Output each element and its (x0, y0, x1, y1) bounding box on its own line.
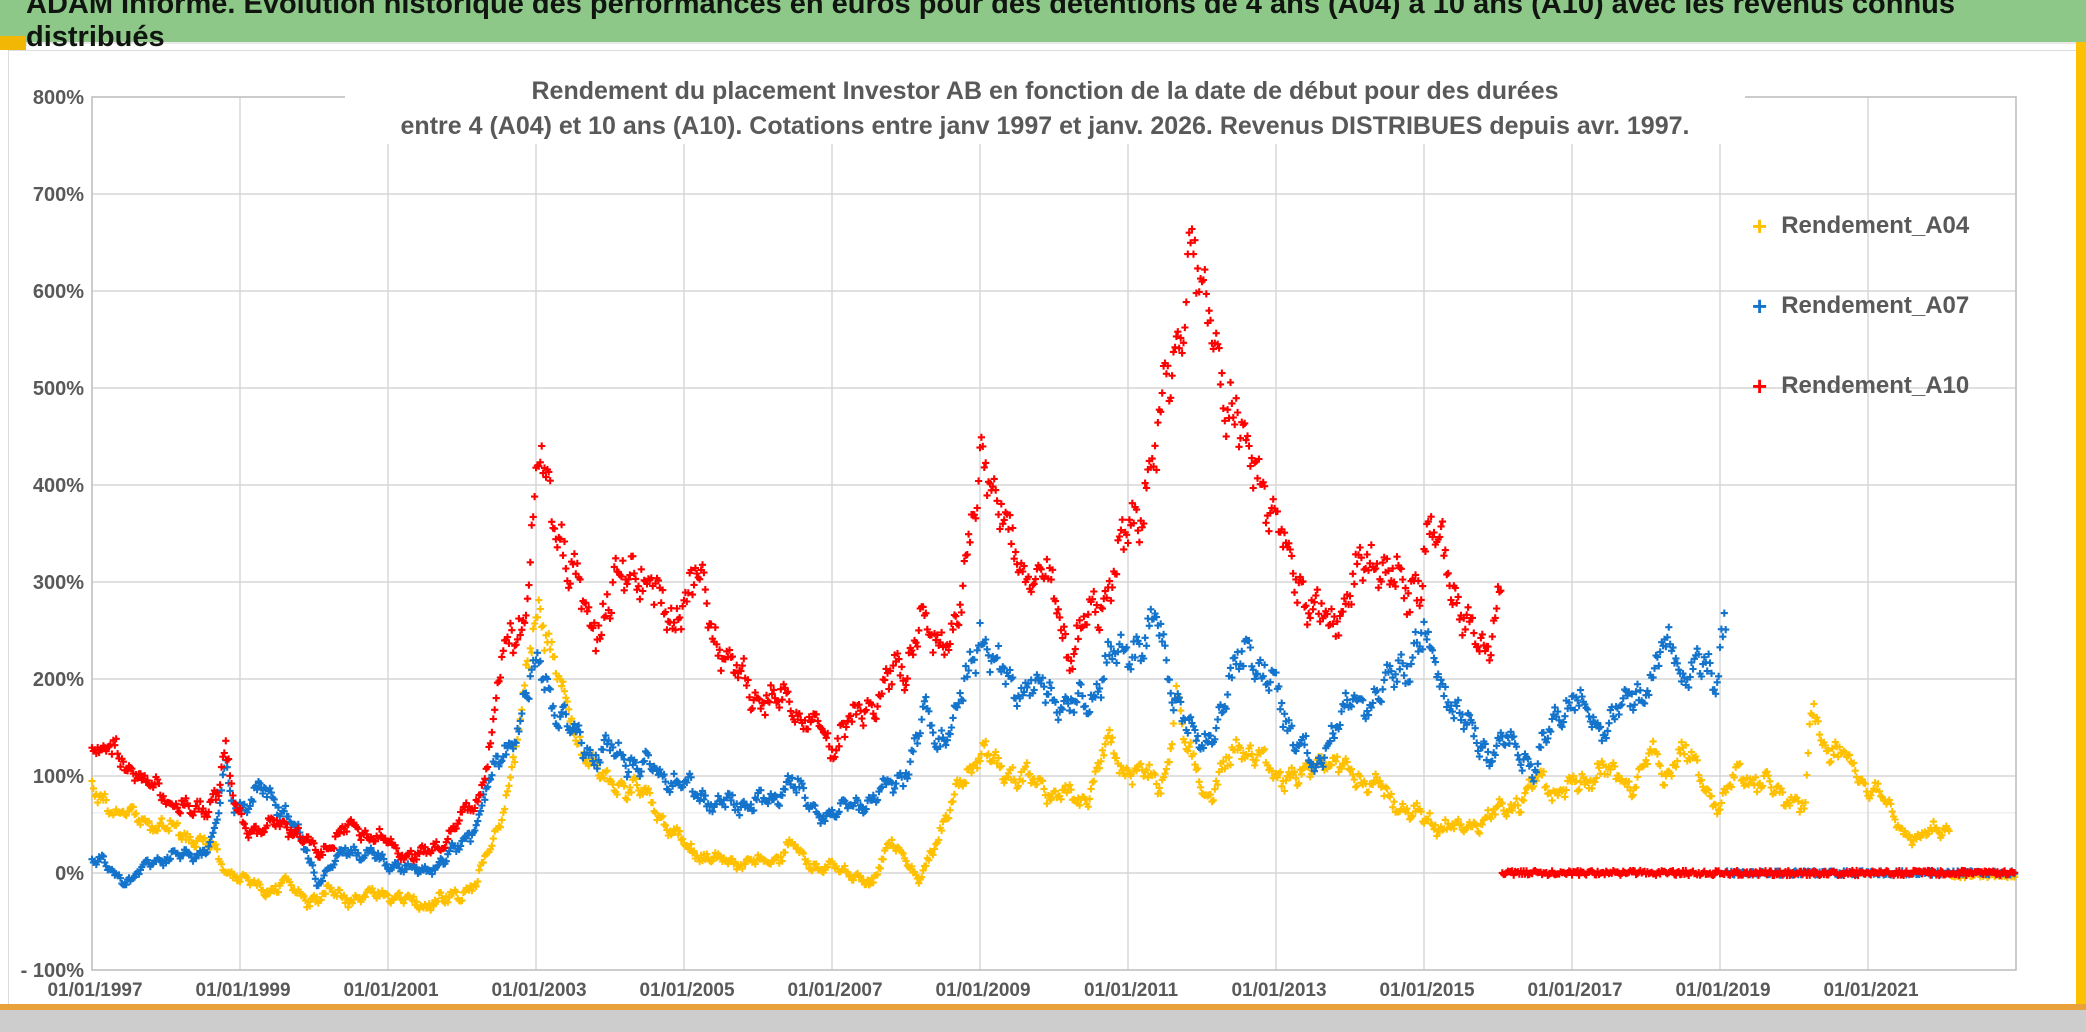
x-axis-tick-label: 01/01/2011 (1084, 980, 1178, 1001)
y-axis-tick-label: 600% (33, 281, 84, 303)
y-axis-tick-label: 0% (55, 863, 84, 885)
series-rendement-a04 (88, 596, 2019, 914)
x-axis-tick-label: 01/01/2013 (1231, 980, 1326, 1001)
chart-title-line1: Rendement du placement Investor AB en fo… (531, 77, 1559, 105)
series-rendement-a07 (88, 605, 2019, 890)
y-axis-tick-label: 300% (33, 572, 84, 594)
chart-legend: + Rendement_A04 + Rendement_A07 + Rendem… (1752, 186, 2024, 426)
chart-title-line2: entre 4 (A04) et 10 ans (A10). Cotations… (400, 112, 1690, 140)
y-axis-tick-label: 400% (33, 475, 84, 497)
legend-item-rendement-a04[interactable]: + Rendement_A04 (1752, 211, 1970, 241)
y-axis-tick-label: 800% (33, 87, 84, 109)
document-header: ADAM Informe. Evolution historique des p… (0, 0, 2086, 53)
plus-marker-icon: + (1752, 371, 1768, 401)
y-axis-tick-label: 100% (33, 766, 84, 788)
x-axis-tick-label: 01/01/2019 (1675, 980, 1770, 1001)
legend-item-rendement-a07[interactable]: + Rendement_A07 (1752, 291, 1970, 321)
left-accent-mark (0, 36, 26, 50)
right-accent-strip (2076, 42, 2086, 1008)
x-axis-tick-label: 01/01/2005 (639, 980, 735, 1001)
x-axis-tick-label: 01/01/2001 (343, 980, 439, 1001)
x-axis-tick-label: 01/01/1999 (195, 980, 290, 1001)
x-axis-tick-label: 01/01/2003 (491, 980, 586, 1001)
y-axis-tick-label: 700% (33, 184, 84, 206)
x-axis-tick-label: 01/01/2017 (1527, 980, 1622, 1001)
y-axis-tick-label: 500% (33, 378, 84, 400)
x-axis-tick-label: 01/01/1997 (47, 980, 142, 1001)
x-axis-tick-label: 01/01/2021 (1823, 980, 1919, 1001)
legend-item-rendement-a10[interactable]: + Rendement_A10 (1752, 371, 1970, 401)
y-axis-tick-label: - 100% (21, 960, 85, 982)
plus-marker-icon: + (1752, 211, 1768, 241)
y-axis-tick-label: 200% (33, 669, 84, 691)
chart-title: Rendement du placement Investor AB en fo… (345, 74, 1745, 144)
series-rendement-a10 (88, 225, 2019, 880)
x-axis-tick-label: 01/01/2009 (935, 980, 1030, 1001)
x-axis-tick-label: 01/01/2007 (787, 980, 882, 1001)
bottom-border-strip (0, 1004, 2086, 1032)
document-title: ADAM Informe. Evolution historique des p… (26, 0, 1956, 53)
plus-marker-icon: + (1752, 291, 1768, 321)
x-axis-tick-label: 01/01/2015 (1379, 980, 1475, 1001)
